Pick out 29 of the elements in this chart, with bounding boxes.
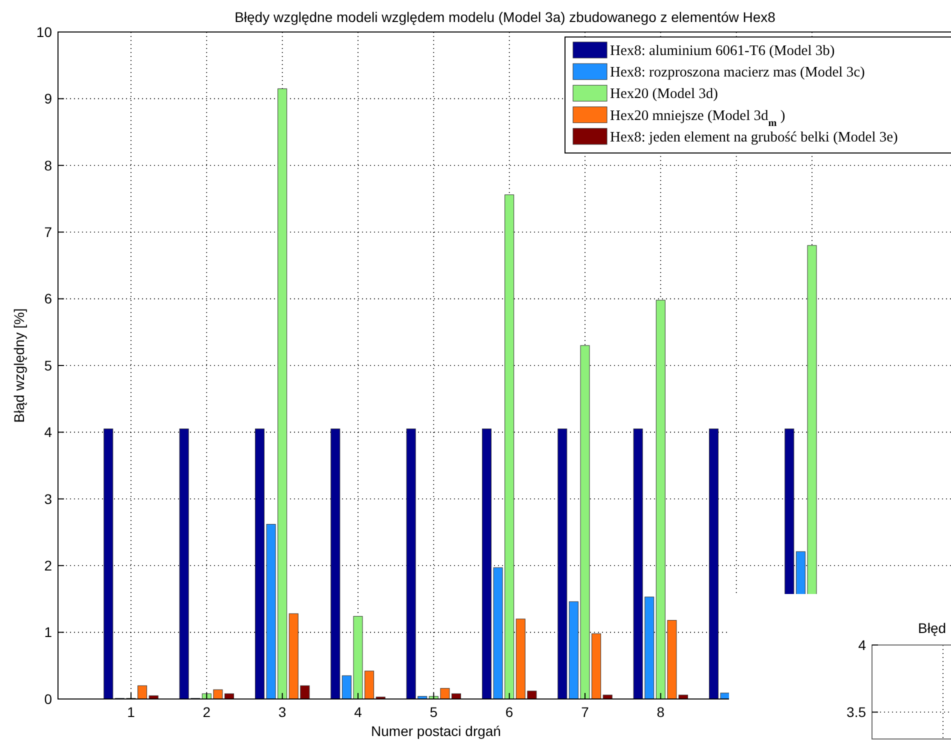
x-tick-label: 6	[505, 704, 514, 720]
y-tick-label: 3.5	[846, 704, 866, 720]
y-tick-label: 2	[44, 558, 52, 574]
y-tick-label: 9	[44, 90, 52, 107]
x-tick-label: 7	[581, 704, 590, 720]
y-tick-label: 0	[44, 690, 52, 707]
y-tick-label: 4	[44, 424, 52, 440]
y-tick-label: 5	[44, 357, 52, 374]
x-tick-label: 5	[430, 704, 438, 720]
y-tick-label: 8	[44, 157, 52, 174]
x-tick-label: 8	[656, 704, 665, 720]
x-tick-label: 3	[278, 704, 286, 720]
y-tick-label: 6	[44, 290, 52, 307]
y-tick-label: 10	[36, 24, 52, 40]
y-axis-title: Błąd względny [%]	[11, 308, 27, 423]
legend-label: Hex8: aluminium 6061-T6 (Model 3b)	[610, 43, 835, 59]
legend-label: Hex20 mniejsze (Model 3d$_{m}$ )	[610, 108, 786, 128]
y-tick-label: 3	[44, 490, 52, 507]
legend-label: Hex8: rozproszona macierz mas (Model 3c)	[610, 64, 866, 81]
y-tick-label: 1	[44, 624, 52, 640]
legend-label: Hex20 (Model 3d)	[610, 86, 718, 102]
chart-title: Błędy względne modeli względem modelu (Model 3a) zbudowanego z elementów Hex8	[234, 9, 776, 25]
chart-title: Błęd	[918, 620, 946, 636]
legend-label: Hex8: jeden element na grubość belki (Model 3e)	[610, 129, 898, 146]
x-tick-label: 4	[354, 704, 362, 720]
y-tick-label: 7	[44, 224, 52, 240]
x-tick-label: 1	[127, 704, 136, 720]
x-tick-label: 2	[202, 704, 211, 720]
x-axis-title: Numer postaci drgań	[371, 723, 501, 739]
